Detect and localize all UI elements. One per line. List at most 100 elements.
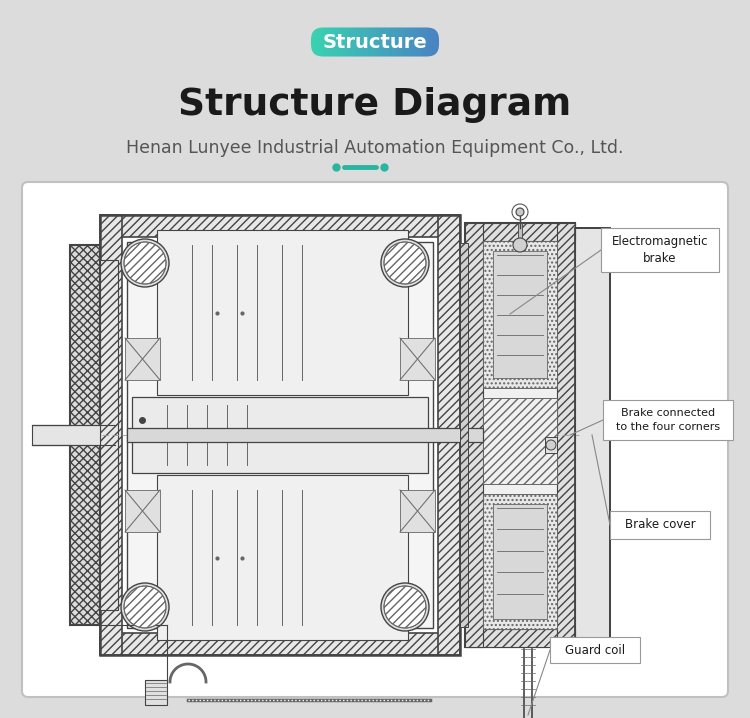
Bar xyxy=(326,24,328,60)
Bar xyxy=(402,24,405,60)
Bar xyxy=(370,24,373,60)
Bar xyxy=(413,24,415,60)
Bar xyxy=(483,241,557,388)
Bar xyxy=(100,260,118,610)
Bar xyxy=(341,24,344,60)
Circle shape xyxy=(381,239,429,287)
Bar xyxy=(310,24,314,60)
Text: Structure: Structure xyxy=(322,33,428,52)
Circle shape xyxy=(513,238,527,252)
Bar xyxy=(322,24,326,60)
Bar xyxy=(434,24,436,60)
Bar xyxy=(316,24,319,60)
Bar xyxy=(324,24,327,60)
Bar xyxy=(441,24,443,60)
Bar xyxy=(392,24,394,60)
Circle shape xyxy=(121,583,169,631)
Bar xyxy=(550,637,640,663)
Bar xyxy=(557,223,575,647)
Bar xyxy=(355,24,358,60)
Text: Electromagnetic
brake: Electromagnetic brake xyxy=(612,235,708,265)
Bar xyxy=(372,24,374,60)
Bar xyxy=(493,504,547,619)
Circle shape xyxy=(381,583,429,631)
Bar xyxy=(390,24,393,60)
Bar xyxy=(308,24,310,60)
Bar xyxy=(400,338,435,380)
Bar xyxy=(320,24,322,60)
Bar xyxy=(100,215,460,655)
Bar xyxy=(409,24,412,60)
Bar xyxy=(127,242,433,628)
FancyBboxPatch shape xyxy=(22,182,728,697)
Bar xyxy=(375,24,378,60)
Bar xyxy=(344,24,347,60)
Bar xyxy=(575,228,610,642)
Bar xyxy=(356,24,359,60)
Bar xyxy=(405,24,408,60)
Bar xyxy=(360,24,362,60)
Bar xyxy=(367,24,369,60)
Bar xyxy=(343,24,346,60)
Bar xyxy=(421,24,423,60)
Bar xyxy=(394,24,396,60)
Bar xyxy=(426,24,428,60)
Bar xyxy=(362,24,364,60)
Bar xyxy=(333,24,335,60)
Bar xyxy=(465,223,483,647)
Bar xyxy=(70,245,100,625)
Text: Brake connected
to the four corners: Brake connected to the four corners xyxy=(616,409,720,432)
Bar xyxy=(432,24,435,60)
Bar xyxy=(340,24,342,60)
Bar xyxy=(400,490,435,532)
Bar xyxy=(518,223,522,248)
Bar xyxy=(383,24,386,60)
Bar xyxy=(382,24,385,60)
Bar xyxy=(410,24,413,60)
FancyBboxPatch shape xyxy=(308,24,442,60)
Bar xyxy=(397,24,400,60)
Bar xyxy=(404,24,406,60)
Bar xyxy=(419,24,422,60)
Bar xyxy=(376,24,380,60)
Bar xyxy=(465,629,575,647)
Text: Brake cover: Brake cover xyxy=(625,518,695,531)
Bar xyxy=(127,428,483,442)
Circle shape xyxy=(124,242,166,284)
Bar xyxy=(483,398,557,484)
Bar xyxy=(603,400,733,440)
Bar xyxy=(440,24,442,60)
Text: Guard coil: Guard coil xyxy=(565,643,625,656)
Bar xyxy=(313,24,315,60)
Bar xyxy=(350,24,352,60)
Bar xyxy=(318,24,320,60)
Bar xyxy=(407,24,410,60)
Circle shape xyxy=(124,586,166,628)
Bar xyxy=(601,228,719,272)
Circle shape xyxy=(121,239,169,287)
Bar xyxy=(374,24,376,60)
Bar xyxy=(493,251,547,378)
Bar xyxy=(417,24,420,60)
Bar xyxy=(483,494,557,629)
Bar xyxy=(358,24,361,60)
Bar xyxy=(309,24,312,60)
Bar xyxy=(364,24,368,60)
Bar xyxy=(424,24,427,60)
Bar xyxy=(422,24,425,60)
Bar xyxy=(321,24,324,60)
Bar xyxy=(132,397,428,473)
Bar xyxy=(399,24,401,60)
Bar xyxy=(328,24,331,60)
Bar xyxy=(414,24,416,60)
Bar xyxy=(338,24,340,60)
Bar xyxy=(100,215,460,237)
Bar xyxy=(353,24,356,60)
Circle shape xyxy=(516,208,524,216)
Bar xyxy=(400,24,403,60)
Bar xyxy=(157,230,408,395)
Bar xyxy=(386,24,388,60)
Bar xyxy=(125,338,160,380)
Circle shape xyxy=(384,242,426,284)
Bar xyxy=(351,24,354,60)
